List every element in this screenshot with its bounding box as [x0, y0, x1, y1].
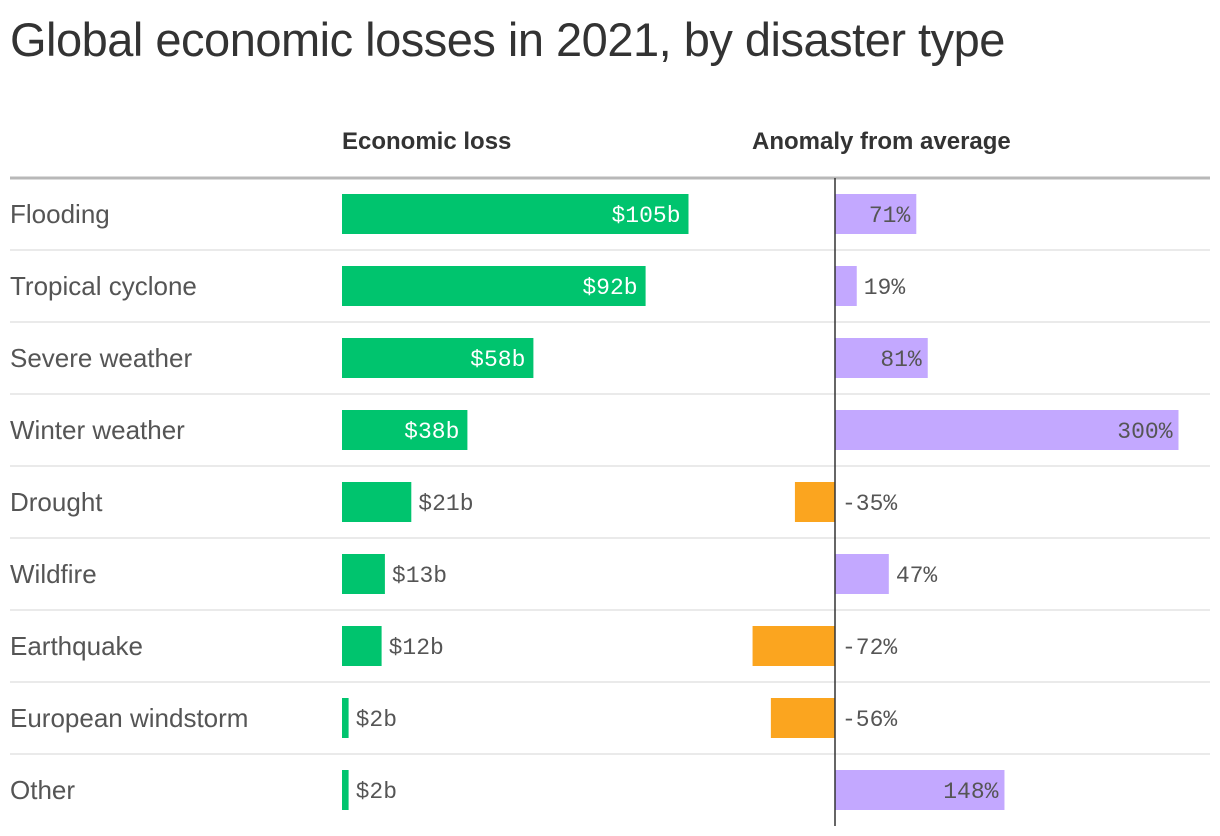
anomaly-bar [752, 626, 835, 666]
economic-loss-bar [342, 338, 534, 378]
economic-loss-bar [342, 194, 689, 234]
economic-loss-label: $38b [404, 419, 459, 445]
anomaly-bar [835, 554, 889, 594]
category-label: Winter weather [10, 415, 185, 445]
economic-loss-label: $92b [582, 275, 637, 301]
category-label: Tropical cyclone [10, 271, 197, 301]
anomaly-bar [794, 482, 835, 522]
economic-loss-header: Economic loss [342, 128, 512, 155]
anomaly-label: 81% [880, 347, 922, 373]
category-label: Flooding [10, 199, 110, 229]
category-label: Drought [10, 487, 103, 517]
economic-loss-bar [342, 266, 646, 306]
anomaly-label: 71% [869, 203, 911, 229]
economic-loss-bar [342, 770, 349, 810]
economic-loss-bar [342, 554, 385, 594]
economic-loss-bar [342, 698, 349, 738]
anomaly-header: Anomaly from average [752, 128, 1011, 155]
economic-loss-label: $2b [356, 707, 397, 733]
anomaly-bar [770, 698, 835, 738]
economic-loss-bar [342, 482, 412, 522]
anomaly-label: -56% [842, 707, 897, 733]
anomaly-bar [835, 266, 857, 306]
anomaly-label: 300% [1117, 419, 1172, 445]
anomaly-label: -72% [842, 635, 897, 661]
category-label: Wildfire [10, 559, 97, 589]
category-label: Earthquake [10, 631, 143, 661]
anomaly-bar [835, 770, 1005, 810]
economic-loss-label: $58b [470, 347, 525, 373]
economic-loss-label: $13b [392, 563, 447, 589]
anomaly-label: -35% [842, 491, 897, 517]
economic-loss-label: $2b [356, 779, 397, 805]
economic-loss-label: $105b [611, 203, 680, 229]
economic-loss-bar [342, 626, 382, 666]
anomaly-label: 19% [864, 275, 906, 301]
economic-loss-bar [342, 410, 468, 450]
category-label: European windstorm [10, 703, 248, 733]
economic-loss-label: $12b [389, 635, 444, 661]
anomaly-bar [835, 410, 1179, 450]
anomaly-label: 148% [943, 779, 998, 805]
economic-loss-label: $21b [418, 491, 473, 517]
category-label: Severe weather [10, 343, 192, 373]
anomaly-bar [835, 338, 928, 378]
category-label: Other [10, 775, 75, 805]
anomaly-bar [835, 194, 917, 234]
chart-title: Global economic losses in 2021, by disas… [10, 13, 1005, 66]
anomaly-label: 47% [896, 563, 938, 589]
